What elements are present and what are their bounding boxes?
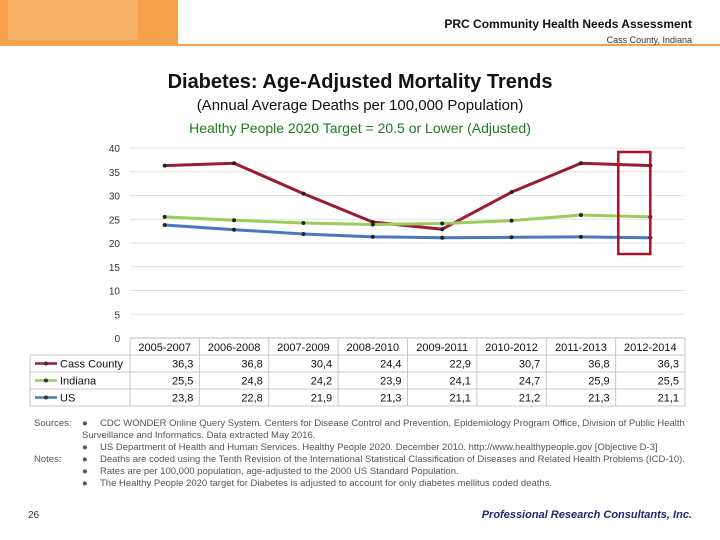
y-tick-label: 20 <box>109 239 121 250</box>
x-category-label: 2009-2011 <box>416 342 468 354</box>
data-point <box>301 231 306 236</box>
bullet-icon: ● <box>82 466 88 477</box>
y-tick-label: 10 <box>109 287 121 298</box>
data-table-value: 36,3 <box>172 359 193 371</box>
data-point <box>301 221 306 226</box>
data-table-value: 30,7 <box>519 359 540 371</box>
x-category-label: 2008-2010 <box>347 342 400 354</box>
report-location: Cass County, Indiana <box>606 35 692 45</box>
y-tick-label: 25 <box>109 215 121 226</box>
sources-label: Sources: <box>34 418 72 429</box>
x-category-label: 2011-2013 <box>555 342 607 354</box>
legend-marker <box>44 361 48 366</box>
legend-label: US <box>60 393 75 405</box>
data-table-value: 21,9 <box>311 393 332 405</box>
data-table-value: 30,4 <box>311 359 332 371</box>
y-tick-label: 15 <box>109 263 121 274</box>
data-table-value: 22,8 <box>241 393 262 405</box>
y-tick-label: 0 <box>114 334 120 345</box>
data-point <box>232 161 237 166</box>
source-item: ● US Department of Health and Human Servi… <box>82 442 658 453</box>
data-point <box>162 214 167 219</box>
data-point <box>440 235 445 240</box>
data-table-value: 24,7 <box>519 376 540 388</box>
data-table-value: 21,3 <box>380 393 401 405</box>
data-table-value: 24,8 <box>241 376 262 388</box>
data-table-value: 21,3 <box>588 393 609 405</box>
chart-subtitle: (Annual Average Deaths per 100,000 Popul… <box>196 97 524 114</box>
data-point <box>370 222 375 227</box>
data-table-value: 24,1 <box>449 376 470 388</box>
data-point <box>578 161 583 166</box>
data-table-value: 36,3 <box>658 359 679 371</box>
data-table-value: 21,2 <box>519 393 540 405</box>
data-table-value: 25,9 <box>588 376 609 388</box>
data-table-value: 25,5 <box>172 376 193 388</box>
data-table-value: 21,1 <box>658 393 679 405</box>
bullet-icon: ● <box>82 454 88 465</box>
data-table-value: 21,1 <box>449 393 470 405</box>
bullet-icon: ● <box>82 442 88 453</box>
data-table-value: 24,4 <box>380 359 401 371</box>
chart-title: Diabetes: Age-Adjusted Mortality Trends <box>167 71 553 93</box>
data-point <box>509 218 514 223</box>
data-point <box>509 190 514 195</box>
legend-label: Indiana <box>60 376 97 388</box>
data-point <box>232 218 237 223</box>
data-table-value: 23,9 <box>380 376 401 388</box>
target-label: Healthy People 2020 Target = 20.5 or Low… <box>189 120 531 136</box>
data-point <box>301 191 306 196</box>
legend-marker <box>44 378 48 383</box>
note-item: ● The Healthy People 2020 target for Diab… <box>82 478 553 489</box>
y-tick-label: 35 <box>109 168 121 179</box>
y-tick-label: 5 <box>114 310 120 321</box>
notes-section: Sources: ● CDC WONDER Online Query System… <box>34 418 694 490</box>
sources-list: ● CDC WONDER Online Query System. Centers… <box>82 418 694 454</box>
data-point <box>578 212 583 217</box>
data-point <box>370 234 375 239</box>
x-category-label: 2012-2014 <box>624 342 677 354</box>
notes-label: Notes: <box>34 454 62 465</box>
data-table-value: 22,9 <box>449 359 470 371</box>
y-tick-label: 40 <box>109 144 121 155</box>
data-table-value: 36,8 <box>241 359 262 371</box>
data-table-value: 36,8 <box>588 359 609 371</box>
data-point <box>162 222 167 227</box>
data-point <box>440 221 445 226</box>
data-table-value: 25,5 <box>658 376 679 388</box>
bullet-icon: ● <box>82 478 88 489</box>
data-table-value: 24,2 <box>311 376 332 388</box>
header-accent-rule <box>178 44 720 46</box>
legend-marker <box>44 395 48 400</box>
page-number: 26 <box>28 510 40 521</box>
highlight-box <box>617 150 652 256</box>
series-line-cass-county <box>164 161 651 231</box>
company-logo: Professional Research Consultants, Inc. <box>481 509 692 521</box>
data-point <box>162 163 167 168</box>
y-tick-label: 30 <box>109 192 121 203</box>
data-table-value: 23,8 <box>172 393 193 405</box>
x-category-label: 2006-2008 <box>208 342 261 354</box>
bullet-icon: ● <box>82 418 88 429</box>
notes-list: ● Deaths are coded using the Tenth Revisi… <box>82 454 694 490</box>
note-item: ● Rates are per 100,000 population, age-a… <box>82 466 459 477</box>
header-accent-inner <box>8 0 138 40</box>
report-title: PRC Community Health Needs Assessment <box>444 17 692 31</box>
series-line-indiana <box>164 213 651 226</box>
x-category-label: 2010-2012 <box>485 342 538 354</box>
data-point <box>509 235 514 240</box>
data-point <box>232 227 237 232</box>
data-point <box>440 227 445 232</box>
notes-row: Notes: ● Deaths are coded using the Tenth… <box>34 454 694 490</box>
x-category-label: 2007-2009 <box>277 342 330 354</box>
series-line-us <box>164 223 651 240</box>
note-item: ● Deaths are coded using the Tenth Revisi… <box>82 454 685 465</box>
source-item: ● CDC WONDER Online Query System. Centers… <box>82 418 685 441</box>
x-category-label: 2005-2007 <box>138 342 191 354</box>
legend-label: Cass County <box>60 359 123 371</box>
header-accent-block <box>0 0 178 46</box>
sources-row: Sources: ● CDC WONDER Online Query System… <box>34 418 694 454</box>
data-point <box>578 234 583 239</box>
